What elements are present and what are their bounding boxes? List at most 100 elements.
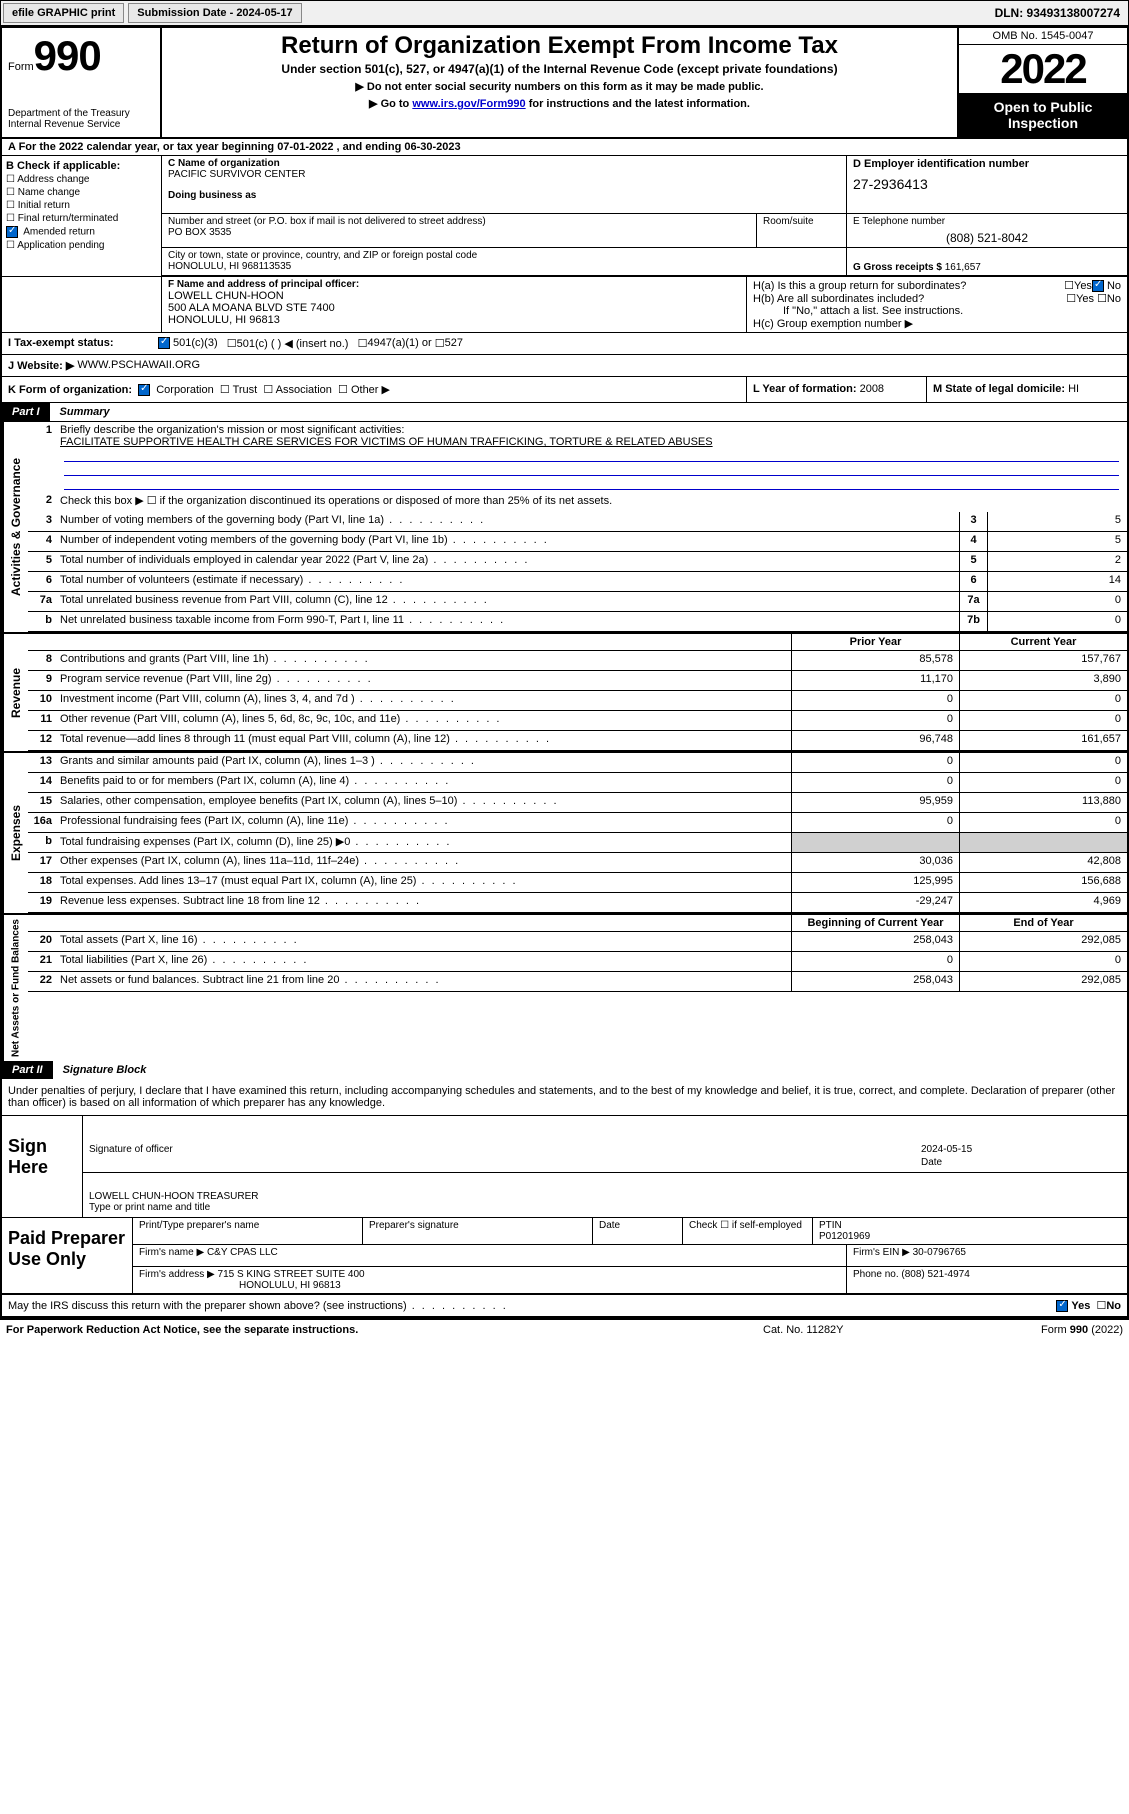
prior-year-hdr: Prior Year	[791, 634, 959, 650]
prior-value: 85,578	[791, 651, 959, 670]
ein-label: D Employer identification number	[853, 158, 1121, 170]
line-value: 5	[987, 532, 1127, 551]
city-label: City or town, state or province, country…	[168, 250, 840, 261]
prior-value: 0	[791, 813, 959, 832]
current-value: 0	[959, 773, 1127, 792]
line-num: 8	[28, 651, 56, 670]
part1-num: Part I	[2, 403, 50, 421]
summary-line: b Total fundraising expenses (Part IX, c…	[28, 833, 1127, 853]
open-public-badge: Open to Public Inspection	[959, 93, 1127, 137]
irs-link[interactable]: www.irs.gov/Form990	[412, 98, 525, 110]
summary-line: 20 Total assets (Part X, line 16) 258,04…	[28, 932, 1127, 952]
paid-preparer-row: Paid Preparer Use Only Print/Type prepar…	[2, 1218, 1127, 1294]
line-num: 12	[28, 731, 56, 750]
current-value	[959, 833, 1127, 852]
current-value: 156,688	[959, 873, 1127, 892]
summary-governance: Activities & Governance 1 Briefly descri…	[2, 421, 1127, 632]
row-j: J Website: ▶ WWW.PSCHAWAII.ORG	[2, 355, 1127, 377]
row-klm: K Form of organization: Corporation ☐ Tr…	[2, 377, 1127, 403]
summary-line: 16a Professional fundraising fees (Part …	[28, 813, 1127, 833]
tax-exempt-label: I Tax-exempt status:	[8, 337, 158, 350]
summary-line: 5 Total number of individuals employed i…	[28, 552, 1127, 572]
dba-label: Doing business as	[168, 190, 840, 201]
submission-date-button[interactable]: Submission Date - 2024-05-17	[128, 3, 301, 23]
prior-value: 30,036	[791, 853, 959, 872]
firm-phone-label: Phone no.	[853, 1269, 899, 1280]
chk-initial-return[interactable]: ☐ Initial return	[6, 200, 157, 211]
line-desc: Total number of volunteers (estimate if …	[56, 572, 959, 591]
current-value: 42,808	[959, 853, 1127, 872]
org-name: PACIFIC SURVIVOR CENTER	[168, 169, 840, 180]
sub2b-pre: ▶ Go to	[369, 98, 412, 110]
ein-value: 27-2936413	[853, 170, 1121, 198]
check-icon	[158, 337, 170, 349]
current-year-hdr: Current Year	[959, 634, 1127, 650]
hb-yesno[interactable]: ☐Yes ☐No	[1066, 292, 1121, 305]
line-num: 4	[28, 532, 56, 551]
end-year-hdr: End of Year	[959, 915, 1127, 931]
prior-value: 0	[791, 952, 959, 971]
chk-name-change[interactable]: ☐ Name change	[6, 187, 157, 198]
chk-final-return[interactable]: ☐ Final return/terminated	[6, 213, 157, 224]
section-bcd: B Check if applicable: ☐ Address change …	[2, 156, 1127, 277]
line-desc: Contributions and grants (Part VIII, lin…	[56, 651, 791, 670]
line-2: 2 Check this box ▶ ☐ if the organization…	[28, 492, 1127, 512]
opt-assoc: Association	[276, 384, 332, 396]
line-desc: Total liabilities (Part X, line 26)	[56, 952, 791, 971]
efile-print-button[interactable]: efile GRAPHIC print	[3, 3, 124, 23]
line-desc: Total revenue—add lines 8 through 11 (mu…	[56, 731, 791, 750]
discuss-text: May the IRS discuss this return with the…	[8, 1300, 1056, 1312]
line-value: 14	[987, 572, 1127, 591]
beg-year-hdr: Beginning of Current Year	[791, 915, 959, 931]
name-ein-row: C Name of organization PACIFIC SURVIVOR …	[162, 156, 1127, 214]
street-label: Number and street (or P.O. box if mail i…	[168, 216, 750, 227]
officer-name: LOWELL CHUN-HOON	[168, 290, 740, 302]
sig-date: 2024-05-15	[921, 1144, 1121, 1157]
current-value: 292,085	[959, 972, 1127, 991]
col-b-checkboxes: B Check if applicable: ☐ Address change …	[2, 156, 162, 276]
ha-yes[interactable]: ☐Yes	[1064, 279, 1092, 292]
ha-no: No	[1107, 280, 1121, 292]
domicile-label: M State of legal domicile:	[933, 383, 1065, 395]
website-label: J Website: ▶	[8, 359, 74, 372]
mission-line	[64, 476, 1119, 490]
line-num: 5	[28, 552, 56, 571]
line-box: 7b	[959, 612, 987, 631]
street-value: PO BOX 3535	[168, 227, 750, 238]
summary-line: 7a Total unrelated business revenue from…	[28, 592, 1127, 612]
line-num: 7a	[28, 592, 56, 611]
form-org-cell: K Form of organization: Corporation ☐ Tr…	[2, 377, 747, 402]
summary-line: 12 Total revenue—add lines 8 through 11 …	[28, 731, 1127, 751]
chk-amended-return[interactable]: Amended return	[6, 226, 157, 238]
tel-label: E Telephone number	[853, 216, 1121, 227]
principal-officer: F Name and address of principal officer:…	[162, 277, 747, 332]
officer-label: F Name and address of principal officer:	[168, 279, 740, 290]
row-f-spacer	[2, 277, 162, 332]
line-value: 0	[987, 612, 1127, 631]
dept-treasury: Department of the Treasury Internal Reve…	[8, 108, 154, 130]
footer-left: For Paperwork Reduction Act Notice, see …	[6, 1324, 763, 1336]
domicile-val: HI	[1068, 383, 1079, 395]
chk-address-change[interactable]: ☐ Address change	[6, 174, 157, 185]
current-value: 113,880	[959, 793, 1127, 812]
line-box: 4	[959, 532, 987, 551]
line-box: 3	[959, 512, 987, 531]
line-desc: Total assets (Part X, line 16)	[56, 932, 791, 951]
current-value: 0	[959, 711, 1127, 730]
current-value: 0	[959, 813, 1127, 832]
firm-addr-label: Firm's address ▶	[139, 1269, 215, 1280]
part2-num: Part II	[2, 1061, 53, 1079]
summary-line: 15 Salaries, other compensation, employe…	[28, 793, 1127, 813]
chk-application-pending[interactable]: ☐ Application pending	[6, 240, 157, 251]
website-value: WWW.PSCHAWAII.ORG	[77, 359, 200, 372]
line-desc: Grants and similar amounts paid (Part IX…	[56, 753, 791, 772]
prior-current-header: Prior Year Current Year	[28, 634, 1127, 651]
vtab-governance: Activities & Governance	[2, 422, 28, 632]
ein-cell: D Employer identification number 27-2936…	[847, 156, 1127, 213]
domicile-cell: M State of legal domicile: HI	[927, 377, 1127, 402]
vtab-net-assets: Net Assets or Fund Balances	[2, 915, 28, 1061]
prep-line-3: Firm's address ▶ 715 S KING STREET SUITE…	[133, 1267, 1127, 1293]
line-desc: Benefits paid to or for members (Part IX…	[56, 773, 791, 792]
org-name-cell: C Name of organization PACIFIC SURVIVOR …	[162, 156, 847, 213]
room-label: Room/suite	[763, 216, 840, 227]
